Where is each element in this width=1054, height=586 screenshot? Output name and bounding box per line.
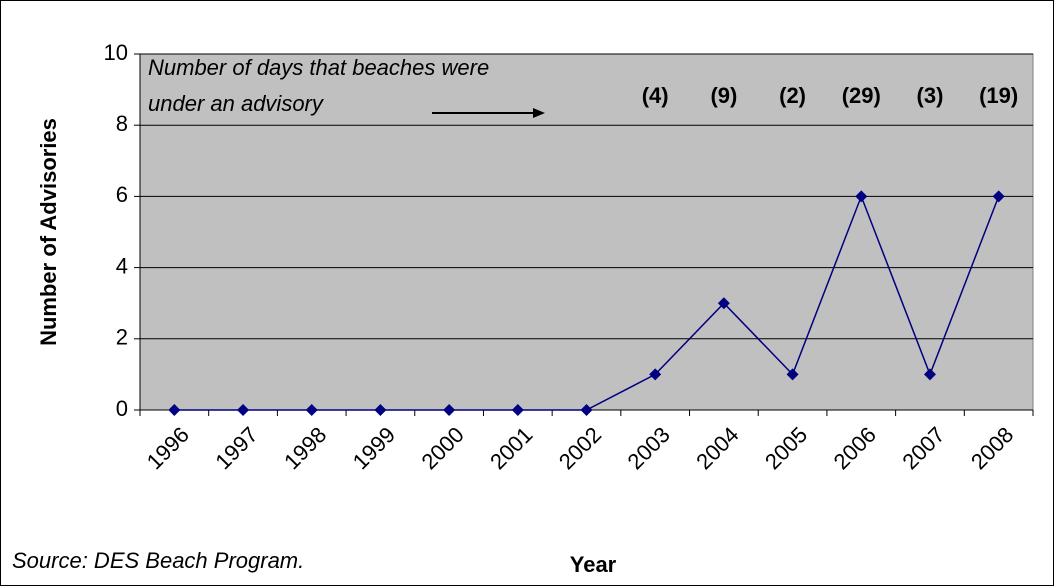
y-tick-label: 2 bbox=[116, 325, 128, 350]
source: Source: DES Beach Program. bbox=[12, 548, 304, 573]
marker bbox=[374, 404, 387, 416]
y-axis-label: Number of Advisories bbox=[36, 118, 61, 346]
marker bbox=[923, 368, 936, 381]
marker bbox=[443, 404, 456, 416]
plot-area bbox=[139, 53, 1034, 411]
y-tick-label: 10 bbox=[104, 40, 128, 65]
x-axis-label: Year bbox=[570, 552, 617, 577]
day-label: (4) bbox=[642, 83, 669, 108]
day-label: (3) bbox=[917, 83, 944, 108]
y-tick-label: 4 bbox=[116, 253, 128, 278]
y-tick-label: 6 bbox=[116, 182, 128, 207]
y-tick-label: 0 bbox=[116, 396, 128, 421]
day-label: (9) bbox=[710, 83, 737, 108]
annotation: Number of days that beaches were bbox=[148, 55, 489, 80]
day-label: (19) bbox=[979, 83, 1018, 108]
arrow-head bbox=[533, 108, 545, 118]
marker bbox=[168, 404, 181, 416]
marker bbox=[580, 404, 593, 416]
day-label: (29) bbox=[842, 83, 881, 108]
day-label: (2) bbox=[779, 83, 806, 108]
marker bbox=[511, 404, 524, 416]
marker bbox=[305, 404, 318, 416]
y-tick-label: 8 bbox=[116, 111, 128, 136]
annotation: under an advisory bbox=[148, 91, 325, 116]
marker bbox=[855, 190, 868, 203]
marker bbox=[786, 368, 799, 381]
marker bbox=[717, 297, 730, 310]
marker bbox=[992, 190, 1005, 203]
marker bbox=[649, 368, 662, 381]
marker bbox=[237, 404, 250, 416]
